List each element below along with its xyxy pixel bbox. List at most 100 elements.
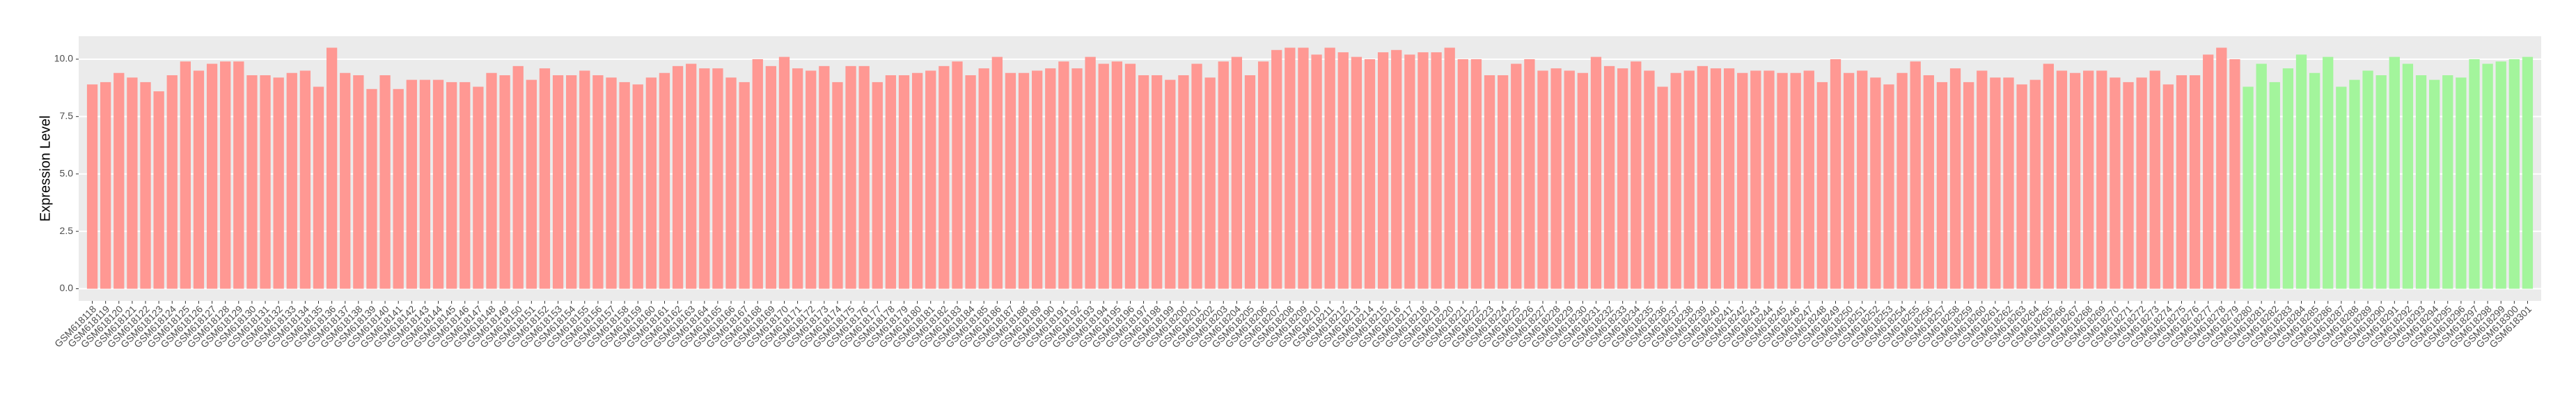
bar	[1218, 61, 1229, 289]
bar	[2269, 81, 2280, 289]
bar	[952, 61, 963, 289]
bar	[1138, 75, 1149, 289]
bar	[1843, 72, 1855, 289]
bar	[1457, 59, 1468, 289]
bar	[1963, 81, 1974, 289]
y-tick-label: 0.0	[60, 282, 74, 293]
bar	[2469, 59, 2480, 289]
y-axis-label: Expression Level	[38, 116, 53, 222]
bar	[1111, 61, 1122, 289]
bar	[486, 72, 497, 289]
bar	[180, 61, 191, 289]
bar	[725, 77, 737, 289]
bar	[792, 68, 803, 289]
bar	[1364, 59, 1376, 289]
bar	[592, 75, 604, 289]
bar	[1005, 72, 1016, 289]
bar	[1590, 56, 1602, 289]
bar	[1764, 70, 1775, 289]
bar	[273, 77, 284, 289]
bar	[606, 77, 617, 289]
bar	[579, 70, 590, 289]
bar	[1790, 72, 1801, 289]
bar	[2069, 72, 2081, 289]
bar	[313, 86, 324, 289]
bar	[965, 75, 976, 289]
bar	[1936, 81, 1948, 289]
bar	[2096, 70, 2107, 289]
bar	[2456, 77, 2467, 289]
bar	[1910, 61, 1921, 289]
bar	[1484, 75, 1495, 289]
bar	[193, 70, 205, 289]
bar	[140, 81, 151, 289]
bar	[419, 79, 431, 289]
y-tick-label: 5.0	[60, 167, 74, 178]
bar	[872, 81, 883, 289]
bar	[2189, 75, 2201, 289]
bar	[432, 79, 444, 289]
bar	[619, 81, 630, 289]
bar	[2495, 61, 2506, 289]
bar	[446, 81, 457, 289]
bar	[819, 65, 830, 289]
bar	[1351, 56, 1362, 289]
bar	[566, 75, 577, 289]
bar	[1298, 47, 1309, 289]
bar	[632, 84, 643, 289]
bar	[127, 77, 138, 289]
bar	[206, 63, 218, 289]
bar	[2282, 68, 2294, 289]
bar	[1152, 75, 1163, 289]
bar	[1750, 70, 1761, 289]
bar	[2043, 63, 2054, 289]
bar	[1498, 75, 1509, 289]
bar	[2149, 70, 2160, 289]
bar	[1896, 72, 1908, 289]
bar	[858, 65, 870, 289]
bar	[1444, 47, 1455, 289]
bar	[113, 72, 125, 289]
bar	[2336, 86, 2347, 289]
bar	[1045, 68, 1056, 289]
bar	[845, 65, 856, 289]
bar	[512, 65, 524, 289]
bar	[299, 70, 311, 289]
bar	[1165, 79, 1176, 289]
bar	[1603, 65, 1615, 289]
bar	[406, 79, 417, 289]
bar	[220, 61, 231, 289]
bar	[1311, 54, 1322, 289]
bar	[2162, 84, 2174, 289]
bar	[2295, 54, 2307, 289]
bar	[2442, 75, 2453, 289]
bar	[752, 59, 763, 289]
bar	[1723, 68, 1735, 289]
bar	[2029, 79, 2041, 289]
bar	[340, 72, 351, 289]
bar	[1617, 68, 1628, 289]
bar	[539, 68, 551, 289]
bar	[1816, 81, 1828, 289]
bar	[379, 75, 391, 289]
bar	[2256, 63, 2267, 289]
bar	[2056, 70, 2068, 289]
bar	[2402, 63, 2414, 289]
bar	[2428, 79, 2440, 289]
bar	[526, 79, 537, 289]
bar	[1737, 72, 1748, 289]
bar	[739, 81, 750, 289]
bar	[1032, 70, 1043, 289]
bar	[925, 70, 936, 289]
bar	[1949, 68, 1961, 289]
bar	[1098, 63, 1109, 289]
bar	[2203, 54, 2214, 289]
bar	[1324, 47, 1335, 289]
bar	[1431, 52, 1442, 289]
bar	[1018, 72, 1030, 289]
bar	[1404, 54, 1415, 289]
bar	[1257, 61, 1269, 289]
bar	[2375, 75, 2387, 289]
bar	[2216, 47, 2227, 289]
